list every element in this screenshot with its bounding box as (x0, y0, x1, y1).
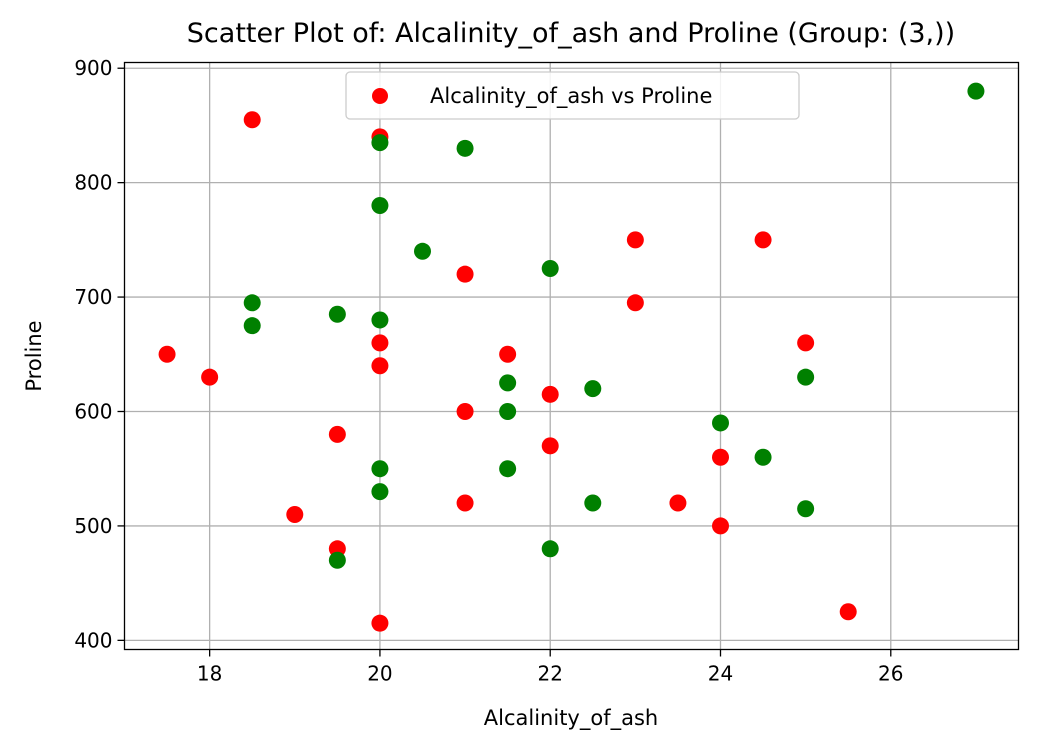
data-point-green (456, 139, 474, 157)
data-point-green (499, 460, 517, 478)
legend-box (345, 71, 800, 120)
data-point-red (626, 231, 644, 249)
data-point-green (967, 82, 985, 100)
data-point-red (712, 448, 729, 466)
data-point-green (328, 551, 346, 569)
x-tick-label: 22 (537, 662, 562, 686)
data-point-green (499, 374, 517, 392)
legend-label: Alcalinity_of_ash vs Proline (430, 84, 712, 109)
data-point-red (541, 437, 559, 455)
x-tick-label: 24 (708, 662, 733, 686)
y-tick-label: 400 (74, 628, 112, 652)
data-point-red (456, 494, 474, 512)
data-point-red (712, 517, 729, 535)
data-point-green (712, 414, 729, 432)
data-point-red (626, 294, 644, 312)
data-point-red (499, 345, 517, 363)
data-point-red (371, 357, 389, 375)
data-point-green (371, 483, 389, 501)
data-point-red (839, 603, 857, 621)
data-point-red (371, 334, 389, 352)
data-point-green (541, 540, 559, 558)
x-tick-label: 18 (197, 662, 222, 686)
y-tick-label: 600 (74, 399, 112, 423)
legend-marker (372, 88, 388, 104)
y-tick-label: 700 (74, 285, 112, 309)
data-point-green (371, 134, 389, 152)
data-point-green (328, 305, 346, 323)
y-tick-label: 900 (74, 56, 112, 80)
data-point-red (371, 614, 389, 632)
data-point-green (371, 197, 389, 215)
x-axis-label: Alcalinity_of_ash (484, 706, 658, 731)
plot-frame (123, 61, 1020, 651)
data-point-green (797, 500, 815, 518)
data-point-red (158, 345, 176, 363)
y-tick-label: 800 (74, 171, 112, 195)
data-point-green (797, 368, 815, 386)
data-point-green (541, 259, 559, 277)
data-point-red (456, 265, 474, 283)
y-axis-label: Proline (22, 320, 46, 391)
chart-title: Scatter Plot of: Alcalinity_of_ash and P… (187, 18, 955, 49)
data-point-red (243, 111, 261, 129)
data-point-green (243, 317, 261, 335)
data-point-green (414, 242, 431, 260)
y-tick-label: 500 (74, 514, 112, 538)
data-point-green (243, 294, 261, 312)
legend: Alcalinity_of_ash vs Proline (345, 71, 800, 120)
data-point-red (669, 494, 687, 512)
data-point-red (456, 402, 474, 420)
data-point-green (584, 494, 602, 512)
data-point-red (286, 505, 304, 523)
grid-lines (124, 62, 1019, 650)
data-point-green (371, 311, 389, 329)
data-point-red (541, 385, 559, 403)
data-point-green (499, 402, 517, 420)
data-points (158, 82, 985, 632)
data-point-green (371, 460, 389, 478)
data-point-green (754, 448, 772, 466)
data-point-red (797, 334, 815, 352)
data-point-red (328, 425, 346, 443)
data-point-green (584, 380, 602, 398)
data-point-red (754, 231, 772, 249)
x-tick-label: 20 (367, 662, 392, 686)
x-tick-label: 26 (878, 662, 903, 686)
axis-ticks: 18 20 22 24 26 400 500 600 700 800 900 (74, 56, 903, 685)
data-point-red (201, 368, 219, 386)
